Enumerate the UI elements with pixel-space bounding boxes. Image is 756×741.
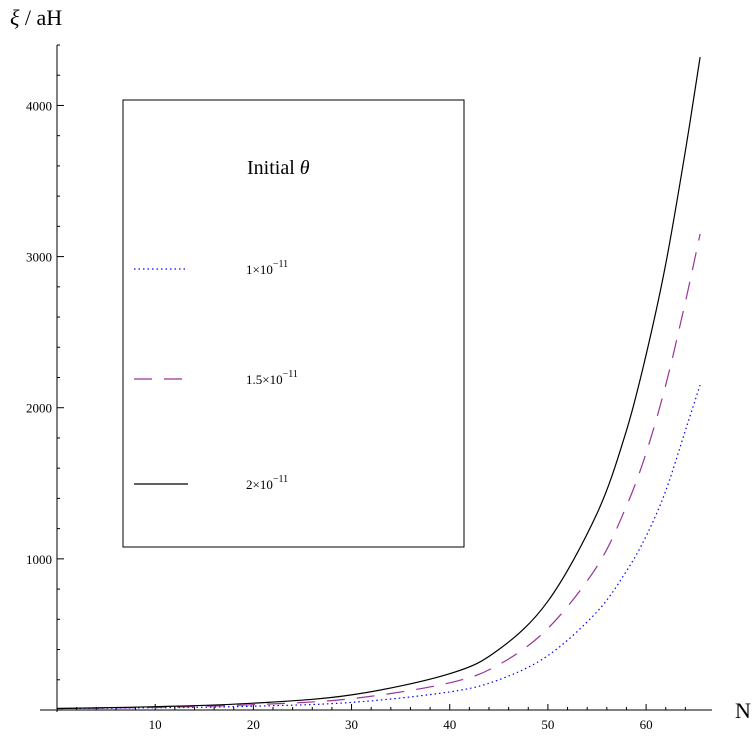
x-axis-title: N <box>735 698 751 723</box>
x-tick-label: 10 <box>149 717 162 732</box>
legend-label-1: 1×10−11 <box>246 259 288 277</box>
legend-label-2: 1.5×10−11 <box>246 369 298 387</box>
y-tick-label: 4000 <box>26 98 52 113</box>
legend-label-exponent: −11 <box>283 369 298 380</box>
y-axis-title-symbol: ξ <box>10 5 20 30</box>
legend-title-text: Initial <box>247 157 300 179</box>
x-tick-label: 30 <box>345 717 358 732</box>
series-line-2 <box>56 233 701 710</box>
x-tick-label: 20 <box>247 717 260 732</box>
legend-label-base: 1×10 <box>246 262 273 277</box>
y-tick-label: 1000 <box>26 552 52 567</box>
x-tick-label: 60 <box>640 717 653 732</box>
y-axis-title-text: / aH <box>19 5 62 30</box>
series-line-3 <box>56 57 701 710</box>
series-group <box>56 57 701 710</box>
legend-label-exponent: −11 <box>273 259 288 270</box>
legend-entries: 1×10−111.5×10−112×10−11 <box>134 259 298 492</box>
y-tick-label: 2000 <box>26 401 52 416</box>
y-axis-title: ξ / aH <box>10 5 62 30</box>
legend-title: Initial θ <box>247 157 310 179</box>
legend-label-exponent: −11 <box>273 474 288 485</box>
legend-label-3: 2×10−11 <box>246 474 288 492</box>
x-tick-label: 40 <box>443 717 456 732</box>
legend-box <box>122 99 465 548</box>
y-tick-label: 3000 <box>26 250 52 265</box>
legend: Initial θ 1×10−111.5×10−112×10−11 <box>122 99 465 548</box>
legend-title-symbol: θ <box>300 157 310 179</box>
legend-label-base: 1.5×10 <box>246 372 283 387</box>
legend-label-base: 2×10 <box>246 477 273 492</box>
axes <box>40 45 712 712</box>
x-tick-label: 50 <box>541 717 554 732</box>
ticks: 10 20 30 40 50 60 1000 2000 3000 4000 <box>26 44 686 732</box>
